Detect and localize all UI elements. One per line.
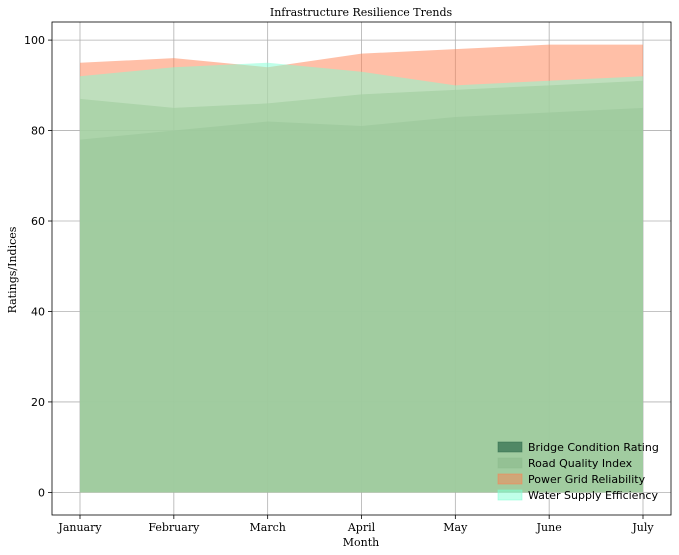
y-tick-label: 80: [31, 125, 45, 138]
series-areas: [80, 44, 643, 493]
x-tick-label: April: [347, 521, 376, 534]
legend: Bridge Condition Rating Road Quality Inde…: [497, 441, 659, 502]
area-series-3: [80, 62, 643, 493]
x-axis-label: Month: [343, 536, 379, 549]
legend-label: Bridge Condition Rating: [528, 441, 659, 454]
legend-label: Power Grid Reliability: [528, 473, 646, 486]
chart-title: Infrastructure Resilience Trends: [270, 6, 453, 19]
x-tick-label: March: [250, 521, 286, 534]
y-tick-label: 40: [31, 305, 45, 318]
x-tick-label: February: [148, 521, 200, 534]
y-tick-label: 100: [24, 34, 45, 47]
y-tick-label: 0: [38, 486, 45, 499]
x-axis-ticks: January February March April May June July: [57, 515, 654, 534]
y-tick-label: 20: [31, 396, 45, 409]
y-tick-label: 60: [31, 215, 45, 228]
legend-swatch: [497, 457, 523, 469]
y-axis-label: Ratings/Indices: [6, 226, 19, 313]
x-tick-label: January: [57, 521, 102, 534]
legend-swatch: [497, 473, 523, 485]
x-tick-label: May: [443, 521, 468, 534]
y-axis-ticks: 0 20 40 60 80 100: [24, 34, 52, 499]
legend-label: Water Supply Efficiency: [528, 489, 658, 502]
x-tick-label: June: [536, 521, 562, 534]
legend-swatch: [497, 489, 523, 501]
x-tick-label: July: [631, 521, 654, 534]
legend-swatch: [497, 441, 523, 453]
legend-label: Road Quality Index: [528, 457, 633, 470]
